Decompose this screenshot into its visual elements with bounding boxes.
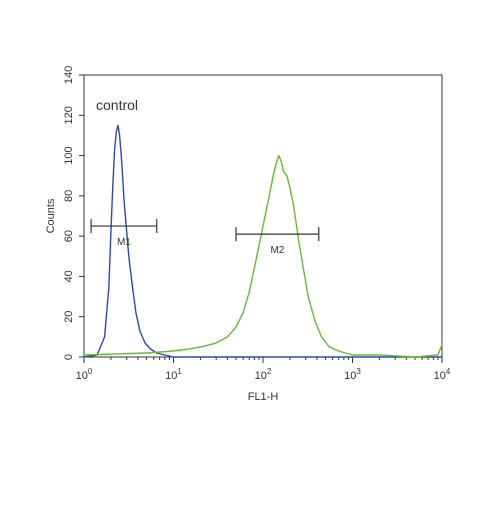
y-tick-label: 80 — [63, 190, 75, 202]
marker-label: M1 — [117, 237, 131, 248]
y-tick-label: 20 — [63, 311, 75, 323]
y-tick-label: 120 — [63, 106, 75, 124]
control-annotation: control — [96, 97, 138, 113]
x-tick-exponent: 0 — [88, 367, 93, 376]
x-tick-exponent: 4 — [446, 367, 451, 376]
x-tick-base: 10 — [76, 370, 88, 382]
plot-area-frame — [83, 74, 443, 358]
x-tick-base: 10 — [434, 370, 446, 382]
y-tick-label: 100 — [63, 146, 75, 164]
x-tick-label: 103 — [344, 367, 361, 382]
x-tick-exponent: 1 — [177, 367, 182, 376]
y-axis-label: Counts — [45, 198, 57, 233]
x-tick-exponent: 2 — [267, 367, 272, 376]
x-tick-label: 104 — [434, 367, 451, 382]
x-tick-label: 100 — [76, 367, 93, 382]
marker-label: M2 — [270, 245, 284, 256]
histogram-series-2 — [83, 154, 443, 358]
gate-markers: M1 M2 — [90, 219, 320, 256]
y-tick-label: 140 — [63, 66, 75, 84]
x-tick-label: 102 — [255, 367, 272, 382]
x-tick-exponent: 3 — [356, 367, 361, 376]
x-tick-label: 101 — [165, 367, 182, 382]
y-tick-label: 40 — [63, 270, 75, 282]
x-tick-base: 10 — [344, 370, 356, 382]
x-axis-label: FL1-H — [248, 391, 279, 403]
histogram-series-1 — [83, 124, 442, 358]
x-tick-base: 10 — [165, 370, 177, 382]
y-tick-label: 0 — [63, 354, 75, 360]
y-tick-label: 60 — [63, 230, 75, 242]
data-series — [83, 124, 443, 358]
x-tick-base: 10 — [255, 370, 267, 382]
